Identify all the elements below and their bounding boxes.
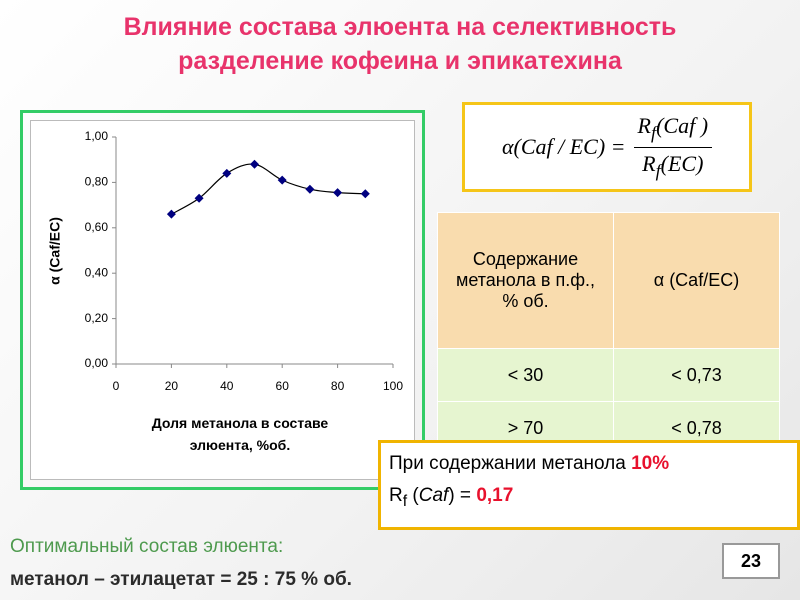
table-cell: < 30: [437, 348, 614, 402]
data-table: Содержание метанола в п.ф., % об. α (Caf…: [437, 212, 780, 455]
subscript: f: [402, 492, 408, 510]
data-point: [360, 189, 370, 199]
x-tick-label: 0: [113, 379, 120, 393]
note-value: 0,17: [476, 485, 514, 506]
table-cell: < 0,73: [613, 348, 780, 402]
x-tick-label: 60: [276, 379, 290, 393]
header-cell: Содержание метанола в п.ф., % об.: [437, 212, 614, 349]
footer: Оптимальный состав элюента: метанол – эт…: [10, 530, 352, 596]
page-number: 23: [722, 543, 780, 579]
footer-line: Оптимальный состав элюента:: [10, 536, 284, 557]
numerator: Rf(Caf ): [633, 113, 713, 148]
y-tick-label: 0,00: [85, 356, 109, 370]
formula: α(Caf / EC) = Rf(Caf ) Rf(EC): [462, 102, 752, 192]
formula-lhs: α(Caf / EC) =: [501, 134, 626, 159]
chart: α (Caf/EC) 0,00 0,20 0,40 0,60 0,80 1,00 0 20 40…: [47, 129, 404, 393]
title-line: разделение кофеина и эпикатехина: [178, 47, 622, 75]
argument: (Caf ): [656, 113, 709, 139]
subscript: f: [650, 122, 657, 143]
note-text: При содержании метанола: [389, 453, 632, 474]
data-point: [166, 209, 176, 219]
note-line: При содержании метанола 10%: [389, 448, 797, 480]
x-tick-label: 80: [331, 379, 345, 393]
fraction: Rf(Caf ) Rf(EC): [633, 113, 713, 181]
footer-line: метанол – этилацетат = 25 : 75 % об.: [10, 569, 352, 590]
data-point: [250, 159, 259, 169]
note-box: При содержании метанола 10% Rf (Caf) = 0…: [378, 440, 800, 530]
data-point: [222, 168, 232, 178]
data-line: [171, 163, 366, 215]
data-point: [277, 175, 287, 185]
note-line: Rf (Caf) = 0,17: [389, 480, 797, 518]
data-point: [305, 184, 315, 194]
note-value: 10%: [631, 453, 670, 474]
subscript: f: [655, 159, 661, 180]
y-tick-label: 1,00: [85, 129, 109, 143]
title-line: Влияние состава элюента на селективность: [123, 13, 677, 41]
y-tick-label: 0,80: [85, 175, 109, 189]
argument: (EC): [660, 150, 704, 176]
chart-area: α (Caf/EC) 0,00 0,20 0,40 0,60 0,80 1,00 0 20 40…: [30, 120, 415, 480]
symbol: R: [637, 113, 651, 139]
x-tick-label: 100: [383, 379, 403, 393]
x-axis-label: Доля метанола в составе элюента, %об.: [151, 415, 329, 453]
data-point: [333, 188, 343, 198]
symbol: R: [642, 150, 656, 176]
table-row: < 30 < 0,73: [437, 348, 780, 402]
note-text: (: [407, 485, 419, 506]
denominator: Rf(EC): [638, 148, 707, 181]
y-tick-label: 0,60: [85, 220, 109, 234]
y-tick-label: 0,20: [85, 311, 109, 325]
data-point: [194, 193, 204, 203]
symbol: R: [389, 485, 403, 506]
header-cell: α (Caf/EC): [613, 212, 780, 349]
slide-title: Влияние состава элюента на селективность…: [0, 10, 800, 78]
table-header: Содержание метанола в п.ф., % об. α (Caf…: [437, 212, 780, 349]
note-text: ) =: [448, 485, 477, 506]
y-axis-label: α (Caf/EC): [47, 217, 63, 285]
x-tick-label: 20: [165, 379, 179, 393]
chart-frame: [20, 110, 425, 490]
x-tick-label: 40: [220, 379, 234, 393]
y-tick-label: 0,40: [85, 265, 109, 279]
compound: Caf: [418, 485, 449, 506]
